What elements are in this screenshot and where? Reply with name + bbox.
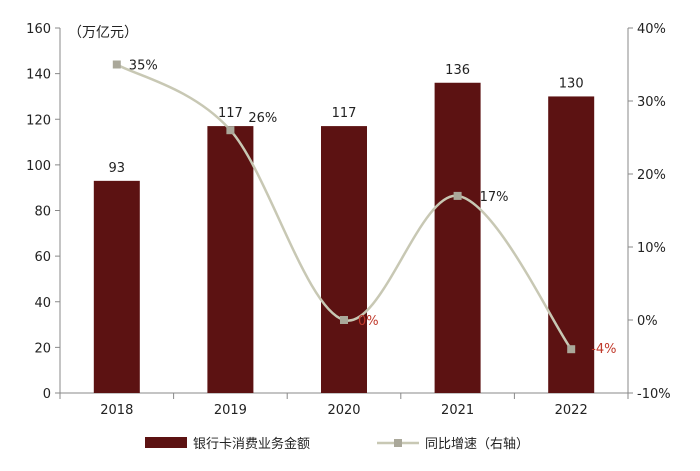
- bar: [207, 126, 254, 393]
- axes: 0 20 40 60 80 100 120 140 160 -10% 0% 10% 20% 30% 40% 2…: [26, 22, 670, 418]
- x-tick-label: 2022: [555, 403, 588, 418]
- left-tick-label: 20: [34, 341, 51, 356]
- growth-point: [567, 345, 576, 354]
- growth-value-label: -4%: [591, 342, 616, 357]
- left-tick-label: 40: [34, 296, 51, 311]
- bar-value-label: 117: [218, 106, 243, 121]
- x-tick-label: 2018: [100, 403, 133, 418]
- left-tick-label: 120: [26, 113, 51, 128]
- bar-value-label: 93: [109, 161, 126, 176]
- x-tick-label: 2020: [327, 403, 360, 418]
- left-tick-label: 80: [34, 205, 51, 220]
- bar-value-label: 136: [445, 63, 470, 78]
- growth-point: [453, 191, 462, 200]
- growth-point: [112, 60, 121, 69]
- data-labels: 93 117 117 136 130 35% 26% 0% 17% -4%: [109, 59, 617, 358]
- growth-point: [340, 316, 348, 324]
- right-tick-label: -10%: [637, 387, 671, 402]
- legend-swatch-bar: [145, 437, 187, 448]
- bar: [321, 126, 367, 393]
- bars: [93, 82, 595, 393]
- bar: [434, 82, 481, 393]
- unit-label: （万亿元）: [68, 25, 138, 41]
- right-tick-label: 0%: [637, 314, 658, 329]
- left-tick-label: 140: [26, 68, 51, 83]
- legend-label-bar: 银行卡消费业务金额: [193, 436, 310, 452]
- right-tick-label: 30%: [637, 95, 666, 110]
- left-tick-label: 160: [26, 22, 51, 37]
- legend-label-line: 同比增速（右轴）: [425, 437, 529, 452]
- growth-value-label: 17%: [480, 190, 509, 205]
- right-tick-label: 20%: [637, 168, 666, 183]
- growth-value-label: 26%: [248, 111, 277, 126]
- growth-line: [112, 60, 576, 354]
- bar-value-label: 117: [332, 106, 357, 121]
- left-tick-label: 100: [26, 159, 51, 174]
- legend-marker-line: [394, 439, 402, 447]
- x-tick-label: 2021: [441, 403, 474, 418]
- right-tick-label: 10%: [637, 241, 666, 256]
- growth-value-label: 0%: [358, 314, 379, 329]
- left-tick-label: 0: [43, 387, 51, 402]
- growth-point: [226, 126, 235, 135]
- right-tick-label: 40%: [637, 22, 666, 37]
- legend: 银行卡消费业务金额 同比增速（右轴）: [145, 436, 529, 452]
- bar-value-label: 130: [559, 76, 584, 91]
- x-tick-label: 2019: [214, 403, 247, 418]
- left-tick-label: 60: [34, 250, 51, 265]
- growth-value-label: 35%: [129, 59, 158, 74]
- bar: [548, 96, 595, 393]
- bar: [93, 180, 140, 393]
